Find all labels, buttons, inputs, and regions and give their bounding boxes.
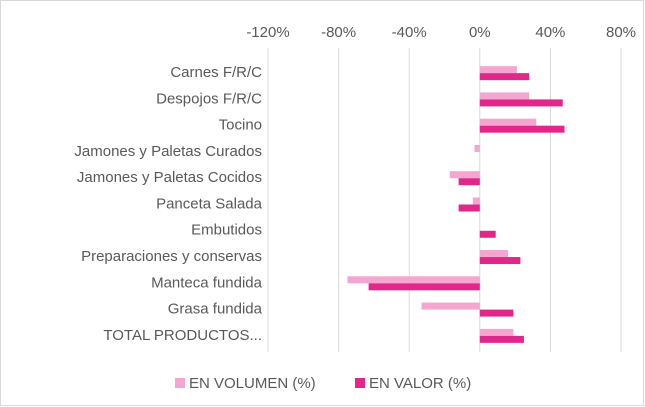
y-tick-label: Panceta Salada bbox=[156, 195, 263, 212]
bar bbox=[479, 335, 524, 343]
x-tick-label: -80% bbox=[321, 24, 356, 41]
x-tick-label: 80% bbox=[606, 24, 636, 41]
y-tick-label: Despojos F/R/C bbox=[156, 90, 262, 107]
bar bbox=[347, 276, 480, 284]
x-tick-label: -40% bbox=[392, 24, 427, 41]
y-tick-label: Embutidos bbox=[191, 222, 262, 239]
bar bbox=[479, 99, 563, 107]
bar bbox=[479, 92, 530, 100]
bar bbox=[474, 144, 480, 152]
y-tick-label: Tocino bbox=[219, 117, 262, 134]
legend-swatch bbox=[175, 378, 185, 388]
bar bbox=[479, 118, 537, 126]
legend-label: EN VOLUMEN (%) bbox=[189, 375, 316, 392]
y-tick-label: Jamones y Paletas Cocidos bbox=[77, 169, 262, 186]
x-tick-label: -120% bbox=[246, 24, 289, 41]
bar bbox=[458, 178, 480, 186]
bar bbox=[479, 250, 509, 258]
bar bbox=[479, 125, 565, 133]
bar bbox=[479, 328, 514, 336]
y-tick-label: Carnes F/R/C bbox=[170, 64, 262, 81]
bar bbox=[479, 257, 521, 265]
bar bbox=[458, 204, 480, 212]
x-tick-label: 40% bbox=[535, 24, 565, 41]
bar bbox=[479, 309, 514, 317]
bar bbox=[479, 66, 517, 74]
bar bbox=[472, 197, 480, 205]
bar bbox=[479, 73, 530, 81]
bar bbox=[368, 283, 480, 291]
y-tick-label: Preparaciones y conservas bbox=[81, 248, 262, 265]
legend-swatch bbox=[355, 378, 365, 388]
bar bbox=[449, 171, 480, 179]
y-tick-label: Manteca fundida bbox=[151, 274, 263, 291]
bar bbox=[421, 302, 480, 310]
y-tick-label: TOTAL PRODUCTOS... bbox=[103, 327, 262, 344]
y-tick-label: Grasa fundida bbox=[168, 301, 263, 318]
y-tick-label: Jamones y Paletas Curados bbox=[74, 143, 262, 160]
bar bbox=[479, 230, 496, 238]
x-tick-label: 0% bbox=[469, 24, 491, 41]
legend-label: EN VALOR (%) bbox=[369, 375, 471, 392]
